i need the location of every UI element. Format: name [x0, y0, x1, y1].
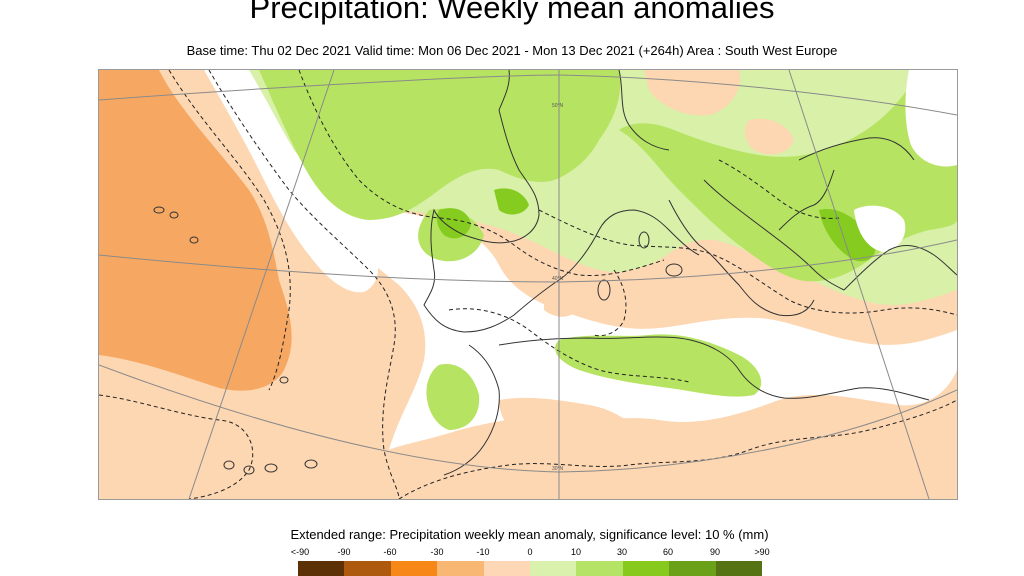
region-wet-strong-bay — [494, 188, 529, 215]
gridline-label-50n: 50°N — [552, 103, 564, 109]
legend-label: 0 — [527, 547, 533, 557]
anomaly-map: 50°N 40°N 30°N — [98, 69, 958, 500]
legend-label: -90 — [337, 547, 351, 557]
legend-swatch-0 — [298, 561, 345, 576]
region-wet-mid-morocco — [426, 364, 480, 430]
legend-label: 10 — [570, 547, 582, 557]
legend-label: -60 — [383, 547, 397, 557]
legend-labels: <-90 -90 -60 -30 -10 0 10 30 60 90 >90 — [0, 546, 1024, 558]
gridline-label-40n: 40°N — [552, 276, 564, 282]
legend-swatch-3 — [437, 561, 484, 576]
region-neutral-west — [204, 70, 379, 293]
legend-color-bar — [298, 561, 762, 576]
legend-label: <-90 — [290, 547, 310, 557]
region-dry-weak-north-east — [644, 70, 740, 116]
legend-label: 90 — [709, 547, 721, 557]
legend-swatch-8 — [669, 561, 716, 576]
legend-swatch-1 — [344, 561, 391, 576]
legend-swatch-2 — [390, 561, 438, 576]
significance-contours — [99, 70, 957, 499]
legend-swatch-4 — [483, 561, 530, 576]
legend-swatch-9 — [715, 561, 762, 576]
region-wet-strong-balkans — [819, 209, 876, 262]
region-dry-weak-north-east-2 — [744, 118, 794, 155]
coastlines — [423, 70, 957, 476]
legend-label: -30 — [430, 547, 444, 557]
region-dry-weak-africa — [499, 397, 659, 462]
page-title: Precipitation: Weekly mean anomalies — [249, 0, 775, 25]
map-subtitle: Base time: Thu 02 Dec 2021 Valid time: M… — [186, 43, 838, 58]
region-dry-weak-iberia — [544, 293, 577, 317]
islands — [153, 206, 683, 475]
legend-swatch-7 — [622, 561, 670, 576]
legend-label: -10 — [476, 547, 490, 557]
legend-swatch-6 — [576, 561, 623, 576]
region-wet-mid-france — [259, 70, 621, 220]
legend-swatch-5 — [529, 561, 577, 576]
gridline-label-30n: 30°N — [552, 466, 564, 472]
region-dry-strong-atlantic — [99, 70, 292, 391]
legend-label: 30 — [616, 547, 628, 557]
grid-lines — [99, 70, 957, 499]
region-wet-strong-nw-iberia — [436, 208, 471, 239]
region-neutral-aegean — [854, 205, 906, 252]
legend-title: Extended range: Precipitation weekly mea… — [290, 527, 769, 542]
legend-label: 60 — [662, 547, 674, 557]
region-neutral-east — [905, 70, 957, 167]
region-wet-mid-north-africa — [555, 334, 762, 397]
legend-label: >90 — [754, 547, 770, 557]
